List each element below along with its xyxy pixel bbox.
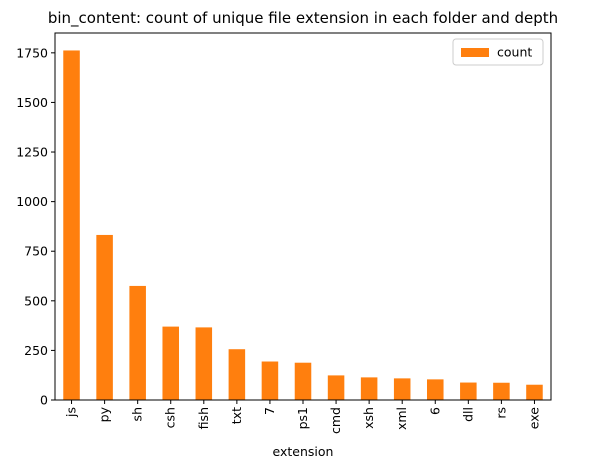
legend-swatch [461,48,489,57]
y-tick-label: 250 [24,343,48,358]
y-tick-label: 0 [40,393,48,408]
x-tick-label-6: 6 [427,407,442,415]
x-tick-label-7: 7 [262,407,277,415]
bar-6 [427,379,444,400]
x-tick-label-dll: dll [460,407,475,422]
plot-frame [54,32,552,401]
x-tick-label-exe: exe [526,407,541,429]
bar-js [63,50,80,400]
bars-group [63,50,543,400]
bar-7 [261,361,279,400]
x-tick-label-py: py [97,406,112,422]
y-axis: 0 250 500 750 1000 1250 1500 1750 [16,45,55,408]
y-tick-label: 1250 [16,145,48,160]
y-tick-label: 500 [24,293,48,308]
bar-fish [195,327,213,400]
x-axis-title: extension [273,444,334,459]
bar-xsh [360,377,378,400]
x-tick-label-txt: txt [229,407,244,424]
x-tick-label-cmd: cmd [328,407,343,434]
y-tick-label: 1500 [16,95,48,110]
bar-cmd [327,375,345,400]
bar-ps1 [294,362,312,400]
chart-title: bin_content: count of unique file extens… [48,9,558,28]
bar-csh [162,326,179,400]
bar-rs [493,382,510,400]
legend: count [452,38,544,66]
bar-py [96,234,113,400]
legend-label: count [497,45,532,60]
bar-dll [460,382,477,400]
x-tick-label-xsh: xsh [361,407,376,429]
y-tick-label: 1000 [16,194,48,209]
bar-xml [393,378,411,400]
x-tick-label-js: js [64,407,79,418]
y-tick-label: 1750 [16,45,48,60]
x-tick-label-ps1: ps1 [295,407,310,429]
x-tick-label-sh: sh [130,407,145,421]
x-tick-label-fish: fish [196,407,211,429]
bar-sh [129,285,146,400]
x-tick-label-xml: xml [394,407,409,430]
y-tick-label: 750 [24,244,48,259]
x-tick-label-rs: rs [493,407,508,419]
bar-txt [228,349,246,400]
x-axis: js py sh csh fish txt 7 ps1 cmd xsh xml 6 dll rs exe [64,400,541,434]
legend-box [452,38,544,66]
x-tick-label-csh: csh [163,407,178,428]
bar-exe [526,384,543,400]
